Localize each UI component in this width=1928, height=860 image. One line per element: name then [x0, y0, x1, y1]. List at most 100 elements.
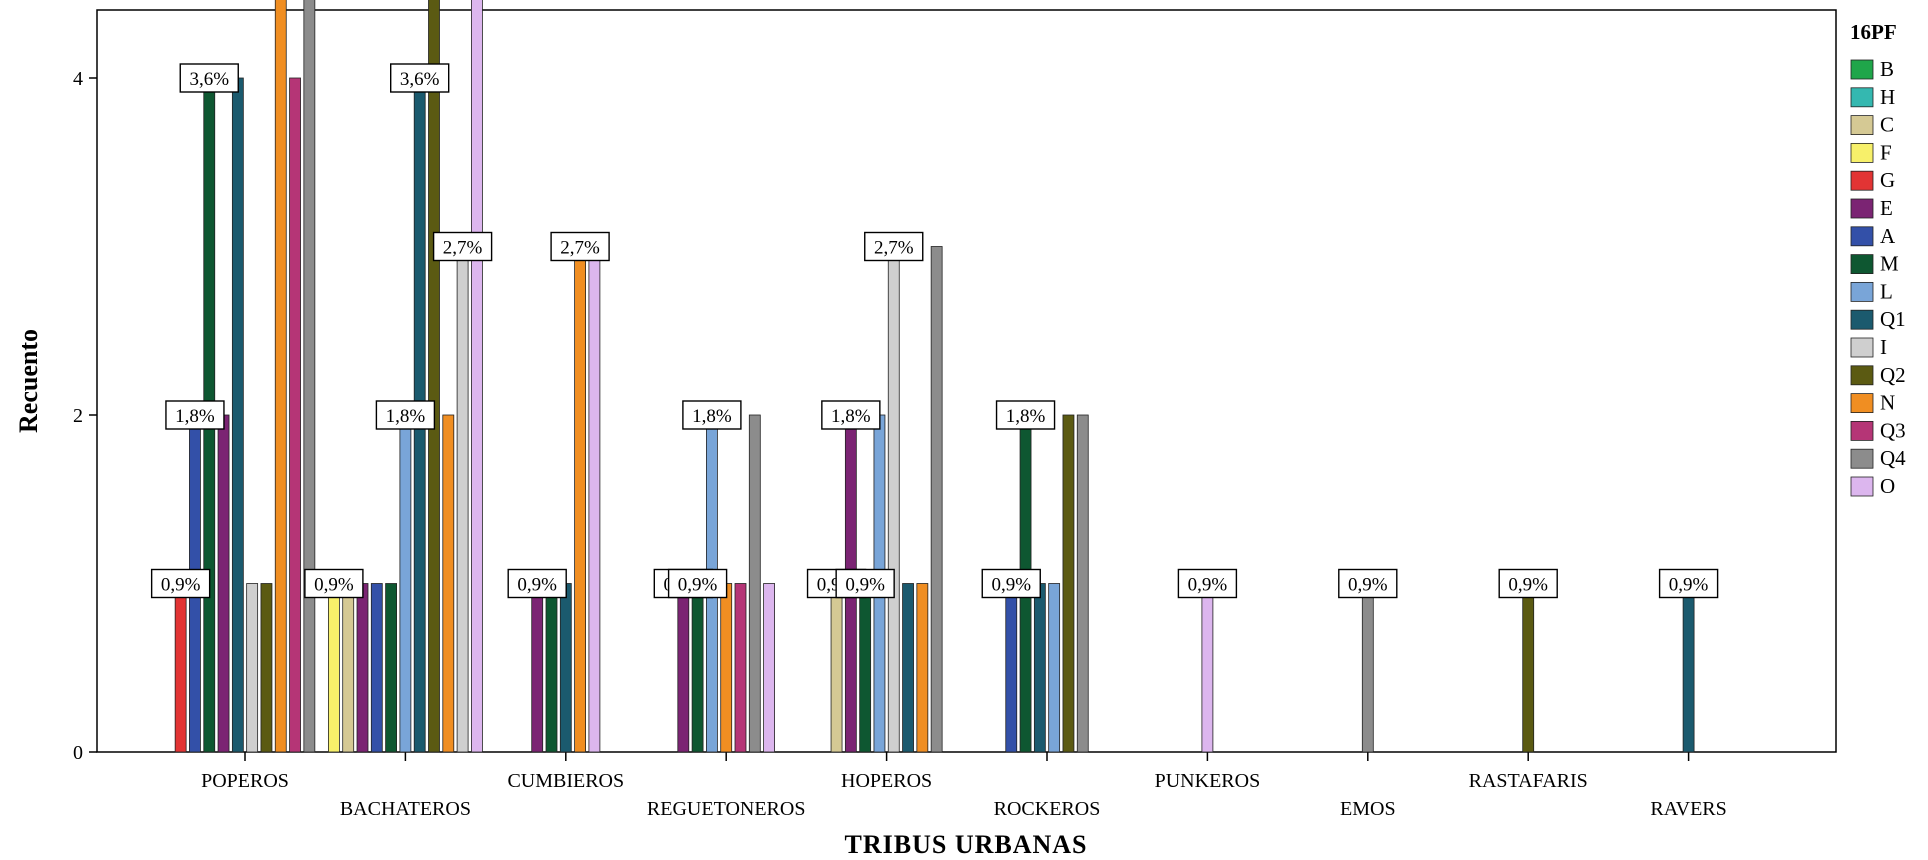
data-label-box — [667, 568, 728, 599]
bar-bachateros-e — [356, 583, 369, 753]
data-label-box — [390, 63, 450, 93]
bar-bachateros-c — [342, 583, 355, 753]
data-label-poperos: 3,6% — [179, 63, 239, 93]
data-label-box — [1658, 568, 1719, 599]
data-label-box — [165, 400, 225, 430]
data-label-emos: 0,9% — [1338, 568, 1398, 599]
bar-bachateros-n — [442, 414, 455, 753]
data-label-text: 0,9% — [1348, 575, 1388, 596]
data-label-reguetoneros: 0,9% — [667, 568, 728, 599]
data-label-reguetoneros: 1,8% — [682, 400, 742, 430]
data-label-text: 1,8% — [692, 406, 732, 427]
bar-poperos-q1 — [231, 77, 244, 753]
bar-rockeros-q2 — [1062, 414, 1075, 753]
bar-rockeros-l — [1048, 583, 1061, 753]
x-axis: POPEROS BACHATEROS CUMBIEROS REGUETONEROS HO… — [201, 752, 1727, 820]
legend-swatch-o — [1850, 476, 1874, 497]
data-label-box — [995, 400, 1056, 430]
bar-emos-q4 — [1361, 583, 1374, 753]
legend-swatch-i — [1850, 337, 1874, 358]
data-label-punkeros: 0,9% — [1177, 568, 1238, 599]
data-label-text: 1,8% — [831, 406, 871, 427]
bar-bachateros-l — [399, 414, 412, 753]
data-label-text: 0,9% — [1669, 575, 1709, 596]
legend-swatch-q1 — [1850, 309, 1874, 330]
legend-swatch-q3 — [1850, 420, 1874, 441]
bar-reguetoneros-o — [763, 583, 775, 753]
data-label-text: 2,7% — [560, 238, 600, 259]
bar-bachateros-f — [327, 583, 340, 753]
data-label-ravers: 0,9% — [1658, 568, 1719, 599]
data-label-text: 0,9% — [991, 575, 1031, 596]
bar-bachateros-o — [470, 0, 483, 753]
legend-swatch-l — [1850, 281, 1874, 302]
data-label-box — [375, 400, 436, 430]
category-label-rockeros: ROCKEROS — [994, 798, 1101, 820]
bar-poperos-e — [217, 414, 230, 753]
data-label-rastafaris: 0,9% — [1498, 568, 1558, 599]
bar-cumbieros-m — [545, 583, 558, 753]
legend-swatch-c — [1850, 115, 1874, 135]
data-label-box — [507, 568, 567, 599]
bar-punkeros-o — [1201, 583, 1214, 753]
legend-label-h: H — [1880, 85, 1895, 109]
bars — [174, 0, 1695, 753]
data-label-text: 0,9% — [845, 575, 885, 596]
data-labels: 7,3%4,5%3,6%1,8%0,9%6,4%5,5%3,6%2,7%1,8%… — [150, 63, 1719, 599]
category-label-cumbieros: CUMBIEROS — [507, 770, 624, 792]
legend-label-a: A — [1880, 224, 1896, 248]
legend-swatch-m — [1850, 254, 1874, 275]
legend-swatch-q2 — [1850, 365, 1874, 386]
bar-cumbieros-q1 — [559, 583, 572, 753]
data-label-box — [821, 400, 881, 430]
bar-hoperos-m — [859, 583, 872, 753]
bar-reguetoneros-e — [677, 583, 690, 753]
data-label-text: 0,9% — [161, 575, 201, 596]
x-axis-title: TRIBUS URBANAS — [845, 830, 1088, 859]
data-label-box — [981, 568, 1041, 599]
data-label-rockeros: 0,9% — [981, 568, 1041, 599]
data-label-box — [150, 568, 211, 599]
bar-rockeros-q4 — [1076, 414, 1089, 753]
bar-poperos-g — [174, 583, 187, 753]
data-label-hoperos: 0,9% — [835, 568, 895, 599]
legend-label-m: M — [1880, 252, 1899, 276]
bar-reguetoneros-q3 — [734, 583, 747, 753]
bar-cumbieros-n — [574, 246, 586, 753]
data-label-poperos: 1,8% — [165, 400, 225, 430]
bar-bachateros-m — [385, 583, 398, 753]
data-label-bachateros: 1,8% — [375, 400, 436, 430]
legend-label-o: O — [1880, 474, 1895, 498]
data-label-box — [864, 231, 924, 262]
category-label-ravers: RAVERS — [1650, 798, 1726, 820]
data-label-text: 1,8% — [1006, 406, 1046, 427]
data-label-text: 0,9% — [678, 575, 718, 596]
legend-title: 16PF — [1850, 20, 1897, 44]
legend-swatch-h — [1850, 87, 1874, 108]
bar-cumbieros-o — [588, 246, 601, 753]
bar-hoperos-q4 — [930, 246, 943, 753]
data-label-text: 3,6% — [189, 69, 229, 90]
bar-hoperos-c — [830, 583, 843, 753]
bar-rockeros-a — [1005, 583, 1018, 753]
data-label-text: 3,6% — [400, 69, 440, 90]
bar-poperos-q3 — [289, 77, 301, 753]
bar-cumbieros-e — [531, 583, 544, 753]
data-label-text: 1,8% — [386, 406, 426, 427]
bar-reguetoneros-n — [720, 583, 733, 753]
legend-label-q1: Q1 — [1880, 307, 1906, 331]
bar-rockeros-q1 — [1033, 583, 1046, 753]
data-label-text: 0,9% — [1188, 575, 1228, 596]
legend-swatch-g — [1850, 170, 1874, 191]
data-label-hoperos: 2,7% — [864, 231, 924, 262]
data-label-box — [550, 231, 610, 262]
bar-ravers-q1 — [1682, 583, 1695, 753]
y-tick-label: 2 — [73, 405, 83, 427]
legend-label-n: N — [1880, 391, 1895, 415]
bar-bachateros-i — [456, 246, 469, 753]
bar-bachateros-a — [370, 583, 383, 753]
bar-rastafaris-q2 — [1522, 583, 1535, 753]
data-label-box — [304, 568, 364, 599]
data-label-bachateros: 0,9% — [304, 568, 364, 599]
